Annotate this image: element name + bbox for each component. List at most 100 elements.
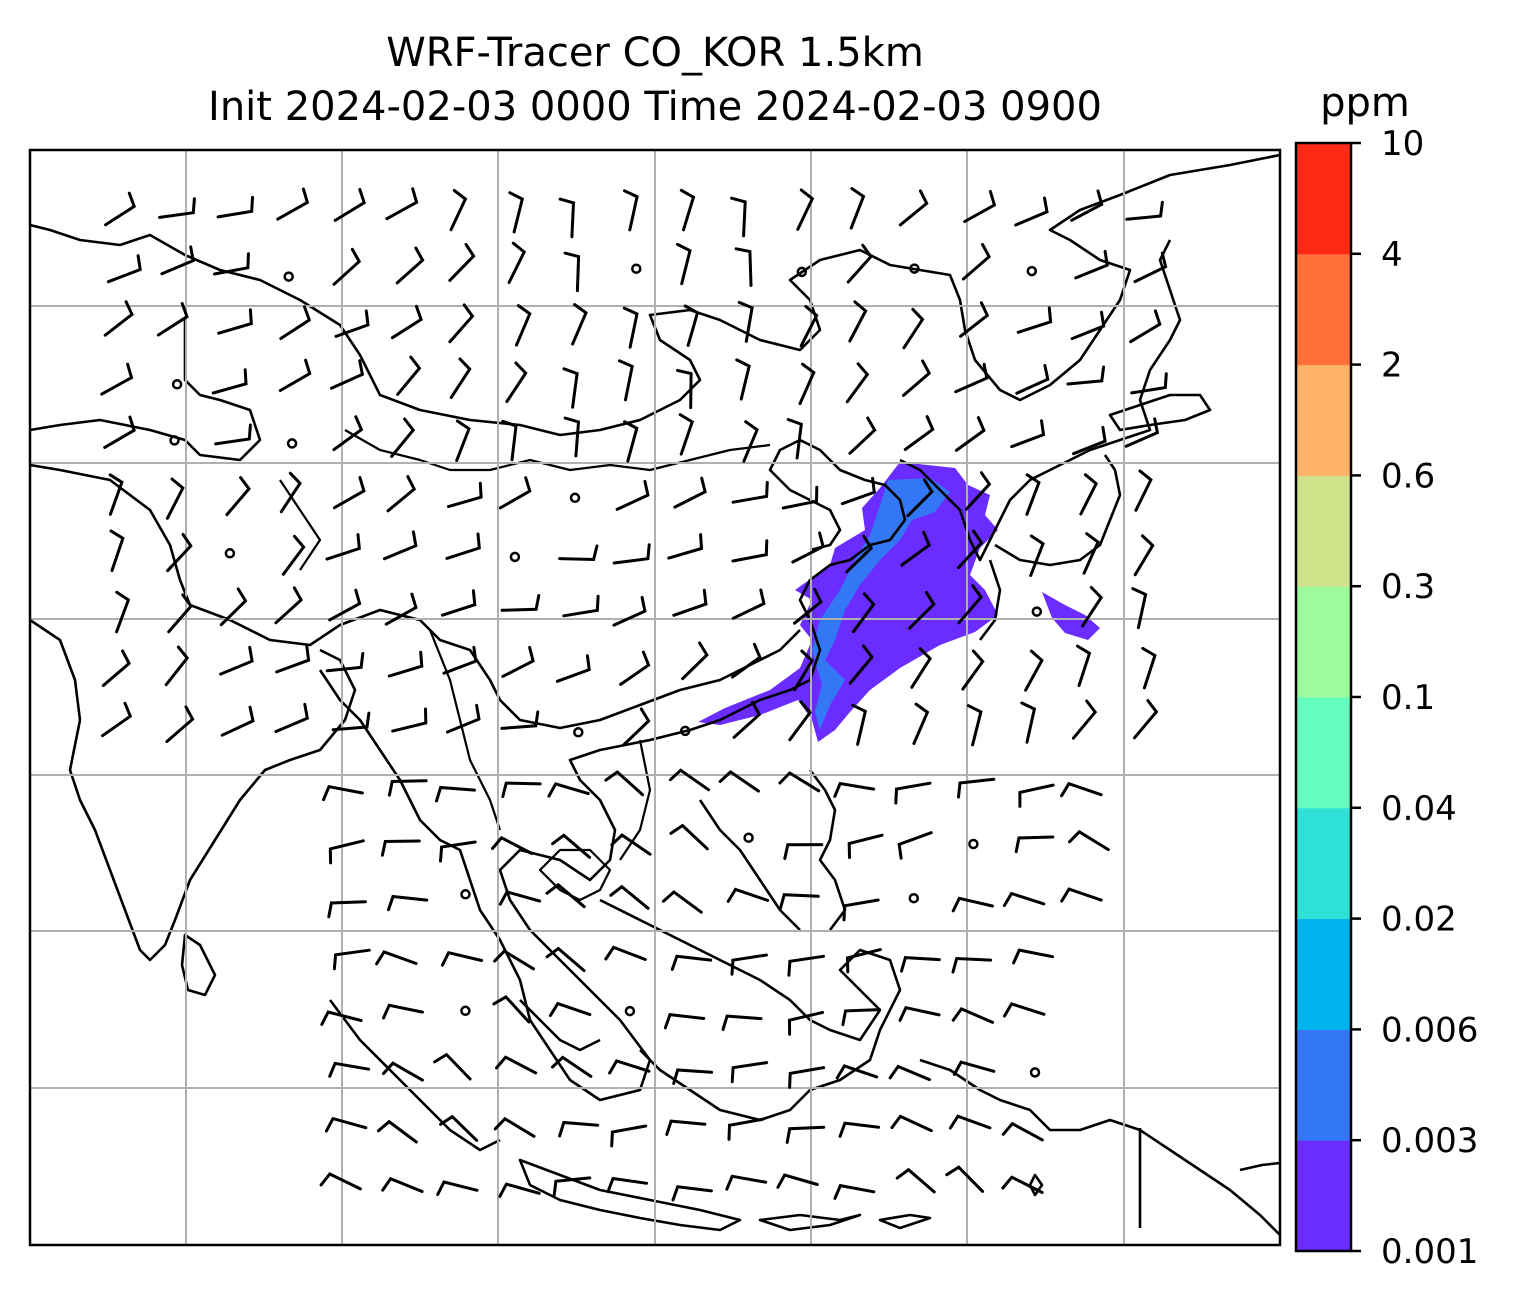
wind-barb xyxy=(167,593,194,634)
wind-barb xyxy=(1076,644,1092,688)
calm-circle xyxy=(796,266,808,278)
wind-barb xyxy=(615,479,650,511)
wind-barb xyxy=(211,368,248,395)
map-frame xyxy=(28,148,1282,1247)
wind-barb xyxy=(846,243,873,284)
calm-circle xyxy=(968,838,979,850)
wind-barb xyxy=(667,533,704,560)
coast-small-island xyxy=(1028,1173,1044,1197)
wind-barb xyxy=(671,1185,713,1202)
wind-barb xyxy=(101,701,133,738)
wind-barb xyxy=(1070,189,1104,222)
wind-barb xyxy=(108,473,124,516)
wind-barb xyxy=(319,1172,362,1191)
wind-barb xyxy=(563,251,581,293)
wind-barb xyxy=(948,1114,992,1130)
wind-barb xyxy=(737,300,754,343)
wind-barb xyxy=(390,417,416,458)
wind-barb xyxy=(902,307,925,350)
wind-barb xyxy=(957,529,984,570)
wind-barb xyxy=(604,945,647,961)
wind-barb xyxy=(324,1116,368,1133)
wind-barb xyxy=(500,594,541,612)
wind-barb xyxy=(888,1064,931,1082)
wind-barb xyxy=(619,650,651,686)
wind-barb xyxy=(1141,646,1157,690)
colorbar-segment xyxy=(1296,143,1351,255)
wind-barb xyxy=(281,534,306,576)
wind-barb xyxy=(1133,534,1155,577)
wind-barb xyxy=(897,831,933,860)
border-afghan xyxy=(279,479,322,571)
wind-barb xyxy=(959,301,990,338)
wind-barb xyxy=(673,476,707,509)
wind-barb xyxy=(1016,306,1053,334)
wind-barb xyxy=(731,480,769,504)
wind-barb xyxy=(498,476,532,510)
wind-barb xyxy=(1066,365,1106,386)
wind-barb xyxy=(961,649,985,691)
wind-barb xyxy=(332,247,362,286)
wind-barb xyxy=(104,191,137,227)
wind-barb xyxy=(448,303,475,344)
wind-barb xyxy=(851,703,868,746)
wind-barb xyxy=(718,769,760,793)
wind-barb xyxy=(954,362,989,394)
wind-barb xyxy=(382,1003,424,1020)
colorbar-segment xyxy=(1296,1140,1351,1252)
wind-barb xyxy=(501,645,535,678)
coast-kyushu xyxy=(978,559,1002,641)
wind-barb xyxy=(617,359,634,402)
wind-barb xyxy=(166,532,193,573)
colorbar-segment xyxy=(1296,1029,1351,1141)
wind-barb xyxy=(781,485,819,510)
wind-barb xyxy=(214,423,252,446)
wind-barb xyxy=(164,645,190,687)
wind-barb xyxy=(898,1005,941,1022)
wind-barb xyxy=(219,587,248,627)
wind-barb xyxy=(552,1176,592,1197)
colorbar-segments xyxy=(1296,143,1351,1252)
wind-barb xyxy=(957,777,996,799)
wind-barb xyxy=(334,309,370,338)
calm-circle xyxy=(679,725,691,737)
wind-barb xyxy=(382,530,418,561)
border-mongolia xyxy=(344,429,771,472)
wind-barb xyxy=(395,246,425,285)
coast-hokkaido xyxy=(1108,393,1212,432)
wind-barb xyxy=(665,1119,707,1136)
wind-barb xyxy=(1134,469,1153,512)
colorbar-segment xyxy=(1296,807,1351,920)
wind-barb xyxy=(676,242,692,286)
calm-circle xyxy=(224,548,236,559)
colorbar-segment xyxy=(1296,253,1351,366)
colorbar-tick-label: 0.02 xyxy=(1381,900,1457,940)
wind-barb xyxy=(734,247,753,287)
coast-java xyxy=(518,1158,742,1232)
wind-barb xyxy=(498,1182,541,1198)
colorbar-tick-label: 4 xyxy=(1381,235,1403,275)
wind-barb xyxy=(103,300,134,337)
calm-circle xyxy=(286,438,298,449)
wind-barb xyxy=(961,242,991,281)
wind-barb xyxy=(730,953,768,976)
wind-barb xyxy=(558,1120,600,1138)
wind-barb xyxy=(328,588,362,622)
wind-barb xyxy=(841,1008,881,1027)
wind-barb xyxy=(732,700,762,739)
coast-malaya xyxy=(519,999,601,1052)
wind-barb xyxy=(668,768,711,792)
wind-barb xyxy=(562,594,600,618)
colorbar-segment xyxy=(1296,697,1351,809)
wind-barb xyxy=(212,252,250,276)
wind-barb xyxy=(571,303,588,346)
wind-barb xyxy=(279,305,312,340)
wind-barb xyxy=(387,779,428,797)
wind-barb xyxy=(501,781,542,799)
wind-barb xyxy=(545,882,586,909)
gridlines xyxy=(30,150,1280,1245)
wind-barb xyxy=(604,770,645,797)
wind-barb xyxy=(115,590,131,634)
wind-barb xyxy=(387,650,424,678)
wind-barb xyxy=(320,1010,363,1026)
